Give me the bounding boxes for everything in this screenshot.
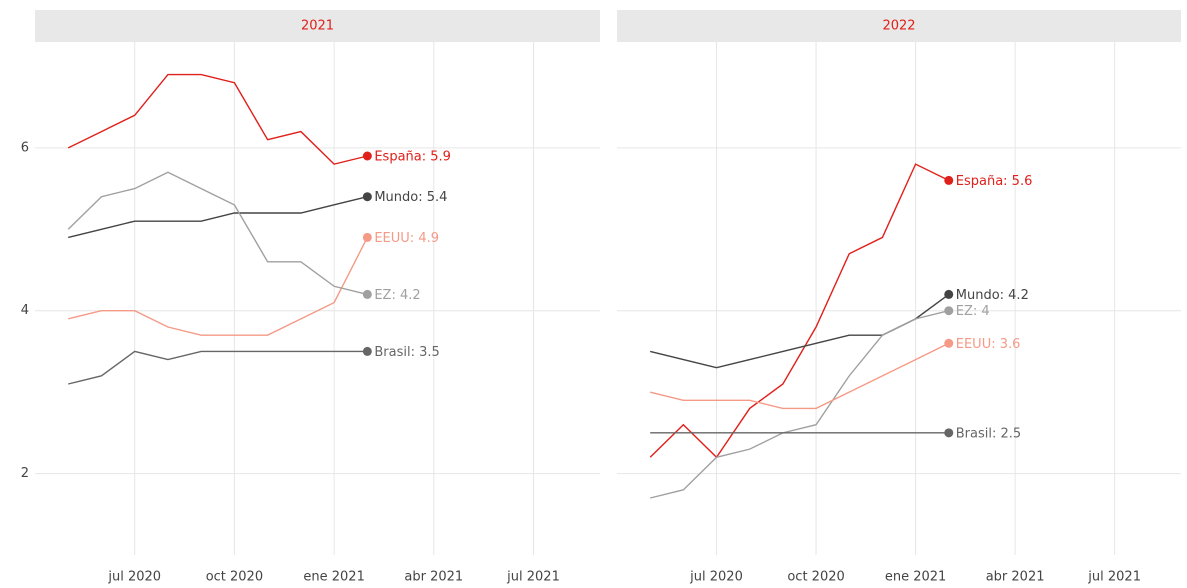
- panel-strip: [35, 10, 600, 42]
- panel-title: 2021: [301, 19, 334, 34]
- end-label: EEUU: 3.6: [956, 337, 1021, 352]
- end-label: Brasil: 2.5: [956, 426, 1021, 441]
- end-point: [944, 428, 954, 438]
- x-tick-label: ene 2021: [885, 570, 946, 585]
- end-point: [944, 306, 954, 316]
- x-tick-label: abr 2021: [404, 570, 463, 585]
- x-tick-label: oct 2020: [787, 570, 844, 585]
- x-tick-label: ene 2021: [303, 570, 364, 585]
- x-tick-label: jul 2021: [506, 570, 560, 585]
- x-tick-label: abr 2021: [986, 570, 1045, 585]
- end-label: EZ: 4: [956, 304, 990, 319]
- series-line: [650, 310, 949, 499]
- end-label: España: 5.9: [374, 150, 451, 165]
- y-tick-label: 6: [21, 140, 29, 155]
- end-label: EEUU: 4.9: [374, 231, 439, 246]
- series-line: [67, 171, 368, 296]
- end-label: EZ: 4.2: [374, 288, 420, 303]
- end-point: [362, 289, 372, 299]
- end-label: Mundo: 4.2: [956, 288, 1029, 303]
- end-point: [944, 289, 954, 299]
- end-point: [362, 232, 372, 242]
- end-label: España: 5.6: [956, 174, 1033, 189]
- panel-title: 2022: [882, 19, 915, 34]
- end-label: Brasil: 3.5: [374, 345, 439, 360]
- end-point: [944, 175, 954, 185]
- end-point: [362, 151, 372, 161]
- series-line: [68, 237, 368, 336]
- series-line: [68, 196, 368, 239]
- x-tick-label: oct 2020: [206, 570, 263, 585]
- end-point: [362, 346, 372, 356]
- series-line: [650, 342, 950, 410]
- x-tick-label: jul 2020: [107, 570, 161, 585]
- x-tick-label: jul 2021: [1087, 570, 1141, 585]
- series-line: [67, 73, 368, 165]
- panel-strip: [617, 10, 1181, 42]
- series-line: [649, 163, 950, 459]
- end-point: [362, 192, 372, 202]
- y-tick-label: 2: [21, 466, 29, 481]
- series-line: [68, 350, 368, 385]
- end-label: Mundo: 5.4: [374, 190, 447, 205]
- x-tick-label: jul 2020: [689, 570, 743, 585]
- end-point: [944, 338, 954, 348]
- y-tick-label: 4: [21, 303, 29, 318]
